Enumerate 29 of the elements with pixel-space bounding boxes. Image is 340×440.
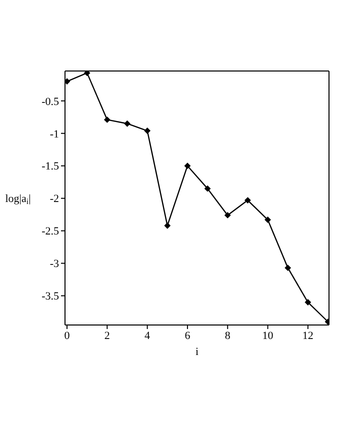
point bbox=[264, 216, 271, 223]
point bbox=[65, 78, 70, 84]
x-tick-label: 0 bbox=[64, 330, 70, 342]
y-tick-label: -3.5 bbox=[42, 290, 60, 303]
y-tick-label: -1.5 bbox=[42, 160, 60, 173]
x-tick-label: 2 bbox=[104, 330, 110, 342]
point bbox=[144, 128, 150, 134]
point bbox=[244, 197, 251, 204]
x-axis-title: i bbox=[195, 346, 199, 358]
x-tick-label: 10 bbox=[262, 330, 274, 342]
x-tick-label: 4 bbox=[144, 330, 151, 342]
y-tick-label: -0.5 bbox=[42, 96, 60, 108]
y-tick-label: -2.5 bbox=[42, 226, 60, 238]
point bbox=[184, 162, 190, 169]
point bbox=[84, 71, 90, 76]
y-tick-label: -1 bbox=[50, 128, 59, 140]
x-tick-label: 12 bbox=[302, 330, 314, 342]
y-tick-label: -3 bbox=[50, 258, 60, 270]
point bbox=[104, 116, 110, 123]
x-tick-label: 8 bbox=[224, 330, 231, 342]
point bbox=[164, 222, 170, 229]
point bbox=[204, 186, 211, 192]
point bbox=[304, 299, 311, 306]
point bbox=[224, 212, 231, 218]
point bbox=[124, 120, 130, 127]
x-tick-label: 6 bbox=[184, 330, 191, 342]
y-axis-title: log|a$_{i}$| bbox=[5, 193, 31, 206]
point bbox=[284, 264, 291, 271]
y-tick-label: -2 bbox=[50, 193, 59, 206]
